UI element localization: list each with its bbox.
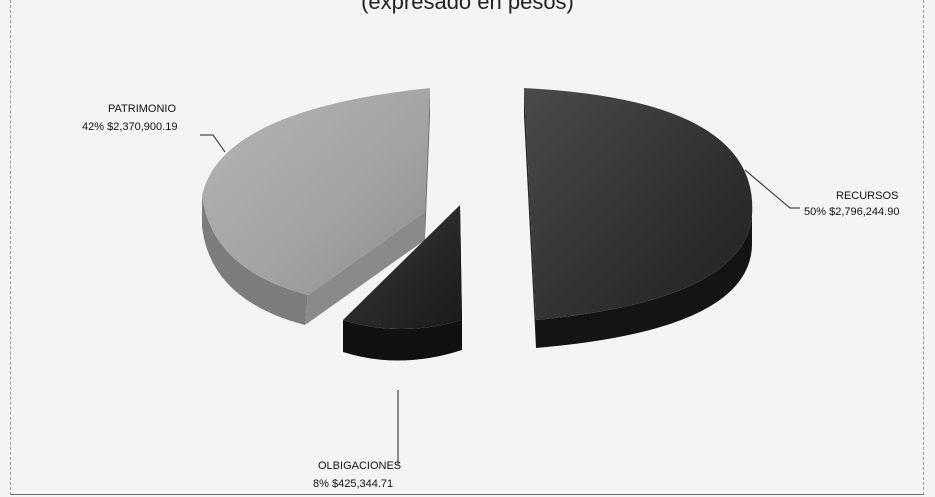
label-patrimonio-name: PATRIMONIO — [108, 103, 176, 115]
leader-line-patrimonio — [200, 134, 226, 153]
label-recursos-name: RECURSOS — [836, 190, 898, 202]
chart-frame — [10, 0, 924, 495]
data-label-recursos: RECURSOS 50% $2,796,244.90 — [804, 190, 899, 218]
data-label-patrimonio: PATRIMONIO 42% $2,370,900.19 — [82, 103, 177, 133]
slice-recursos — [524, 88, 753, 348]
slice-olbigaciones-side-right — [460, 205, 462, 350]
slice-olbigaciones-side — [343, 320, 462, 361]
label-recursos-value: 50% $2,796,244.90 — [804, 206, 899, 218]
data-label-olbigaciones: OLBIGACIONES 8% $425,344.71 — [313, 460, 401, 490]
slice-patrimonio — [202, 88, 430, 325]
slice-patrimonio-inner-side — [305, 212, 425, 325]
slice-patrimonio-back-edge — [425, 88, 430, 240]
slice-recursos-front-edge — [524, 88, 536, 348]
slice-patrimonio-side — [202, 196, 308, 325]
slice-recursos-side — [536, 215, 752, 348]
label-olbigaciones-value: 8% $425,344.71 — [313, 478, 393, 490]
slice-olbigaciones-top — [343, 205, 462, 329]
slice-patrimonio-top — [202, 88, 430, 295]
leader-line-recursos — [744, 169, 800, 209]
label-patrimonio-value: 42% $2,370,900.19 — [82, 121, 177, 133]
label-olbigaciones-name: OLBIGACIONES — [318, 460, 401, 472]
slice-recursos-top — [524, 88, 753, 320]
chart-header-partial: (expresado en pesos) — [361, 0, 574, 14]
slice-olbigaciones — [343, 205, 462, 361]
